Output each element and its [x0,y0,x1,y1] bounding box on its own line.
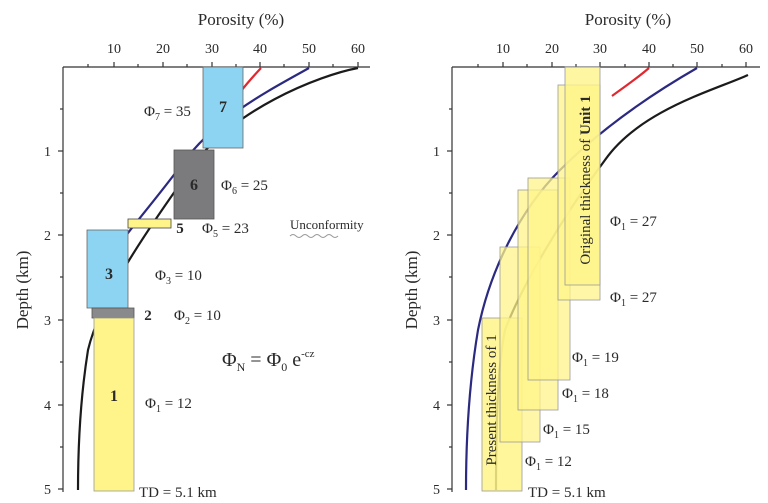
unit-7-number: 7 [219,99,227,116]
right-phi-label: Φ1 = 15 [543,422,590,441]
porosity-equation: ΦN = Φ0 e-cz [222,348,315,374]
unit-7-box [202,66,244,149]
right-x-tick-label: 20 [545,42,559,57]
left-x-tick-label: 50 [302,42,316,57]
right-x-axis-title: Porosity (%) [585,10,671,29]
right-x-tick-label: 50 [690,42,704,57]
unconformity-squiggle-icon [289,234,339,238]
unit-6-box [173,149,215,220]
left-y-tick-label: 4 [44,399,51,414]
left-x-tick-marks [87,62,359,67]
unit1-stage-box-6 [564,66,601,286]
left-td-label: TD = 5.1 km [139,485,217,501]
right-x-tick-label: 60 [739,42,753,57]
right-panel: Porosity (%) 10 20 30 40 50 60 1 2 3 4 5… [402,10,760,501]
left-x-tick-label: 60 [351,42,365,57]
unit-2-box [91,307,135,319]
phi-6-label: Φ6 = 25 [221,178,268,197]
right-x-tick-label: 40 [642,42,656,57]
unit-3-number: 3 [105,266,113,283]
right-td-label: TD = 5.1 km [528,485,606,501]
right-phi-label: Φ1 = 27 [610,290,657,309]
right-y-tick-label: 5 [433,483,440,498]
right-y-tick-label: 4 [433,399,440,414]
curve-red-right [611,67,650,97]
unit-5-box [127,218,172,229]
unit-1-box [93,317,135,492]
left-x-tick-label: 40 [253,42,267,57]
left-x-tick-label: 20 [156,42,170,57]
original-thickness-label: Original thickness of Unit 1 [578,95,594,264]
left-y-tick-label: 1 [44,145,51,160]
unit-6-number: 6 [190,177,198,194]
right-y-tick-label: 1 [433,145,440,160]
unit-1-number: 1 [110,388,118,405]
right-x-tick-marks [477,62,747,67]
left-x-axis-title: Porosity (%) [198,10,284,29]
right-phi-label: Φ1 = 18 [562,386,609,405]
left-x-tick-label: 30 [205,42,219,57]
unit-3-box [86,229,129,309]
left-y-tick-label: 3 [44,314,51,329]
right-x-tick-label: 10 [496,42,510,57]
phi-1-label: Φ1 = 12 [145,396,192,415]
right-phi-label: Φ1 = 19 [572,350,619,369]
curve-blue-right [464,67,698,491]
left-panel: Porosity (%) 10 20 30 40 50 60 1 2 3 4 5… [13,10,370,501]
right-phi-label: Φ1 = 12 [525,454,572,473]
phi-3-label: Φ3 = 10 [155,268,202,287]
right-y-tick-label: 2 [433,229,440,244]
present-thickness-label: Present thickness of 1 [484,334,500,465]
right-y-axis-title: Depth (km) [402,251,421,330]
phi-7-label: Φ7 = 35 [144,104,191,123]
unit-2-number: 2 [144,308,152,324]
left-x-tick-label: 10 [107,42,121,57]
curve-black [76,66,359,491]
right-phi-label: Φ1 = 27 [610,214,657,233]
unit-5-number: 5 [176,221,184,237]
phi-2-label: Φ2 = 10 [174,308,221,327]
right-x-tick-label: 30 [593,42,607,57]
left-y-tick-marks [58,108,63,490]
left-y-tick-label: 5 [44,483,51,498]
left-y-axis-title: Depth (km) [13,251,32,330]
right-y-tick-label: 3 [433,314,440,329]
unconformity-label: Unconformity [290,217,364,232]
right-y-tick-marks [447,108,452,490]
phi-5-label: Φ5 = 23 [202,221,249,240]
left-y-tick-label: 2 [44,229,51,244]
